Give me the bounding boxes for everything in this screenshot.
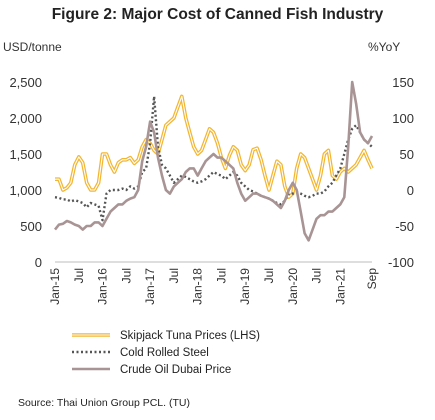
y-right-tick-label: -50 bbox=[395, 219, 414, 234]
y-left-tick-label: 1,000 bbox=[9, 183, 42, 198]
y-left-tick-label: 1,500 bbox=[9, 147, 42, 162]
legend-label: Cold Rolled Steel bbox=[120, 347, 209, 359]
y-left-tick-label: 2,000 bbox=[9, 111, 42, 126]
y-right-tick-label: 150 bbox=[392, 75, 414, 90]
x-tick-label: Jul bbox=[72, 268, 86, 283]
y-left-tick-label: 0 bbox=[35, 255, 42, 270]
series-line-crude-oil bbox=[53, 80, 374, 242]
y-right-tick-label: 100 bbox=[392, 111, 414, 126]
x-tick-label: Jan-17 bbox=[143, 268, 157, 305]
x-tick-label: Jul bbox=[119, 268, 133, 283]
y-right-tick-label: 0 bbox=[407, 183, 414, 198]
x-tick-label: Sep bbox=[365, 268, 379, 290]
x-tick-label: Jul bbox=[310, 268, 324, 283]
series-line-tuna-inner bbox=[55, 95, 373, 198]
chart-canvas: USD/tonne %YoY05001,0001,5002,0002,500-10… bbox=[3, 40, 414, 376]
x-tick-label: Jan-16 bbox=[96, 268, 110, 305]
legend-label: Crude Oil Dubai Price bbox=[120, 364, 231, 376]
chart-title: Figure 2: Major Cost of Canned Fish Indu… bbox=[51, 6, 384, 23]
x-tick-label: Jan-15 bbox=[48, 268, 62, 305]
y-left-unit: USD/tonne bbox=[3, 40, 62, 54]
legend-label: Skipjack Tuna Prices (LHS) bbox=[120, 330, 260, 342]
x-tick-label: Jul bbox=[262, 268, 276, 283]
source-note: Source: Thai Union Group PCL. (TU) bbox=[18, 397, 190, 409]
y-right-tick-label: 50 bbox=[400, 147, 414, 162]
y-left-tick-label: 500 bbox=[20, 219, 42, 234]
x-tick-label: Jan-18 bbox=[191, 268, 205, 305]
y-left-tick-label: 2,500 bbox=[9, 75, 42, 90]
x-tick-label: Jan-19 bbox=[238, 268, 252, 305]
x-tick-label: Jan-21 bbox=[333, 268, 347, 305]
x-tick-label: Jan-20 bbox=[286, 268, 300, 305]
x-tick-label: Jul bbox=[214, 268, 228, 283]
y-right-unit: %YoY bbox=[368, 40, 400, 54]
series-line-tuna-outer bbox=[55, 94, 374, 199]
x-tick-label: Jul bbox=[167, 268, 181, 283]
y-right-tick-label: -100 bbox=[388, 255, 414, 270]
